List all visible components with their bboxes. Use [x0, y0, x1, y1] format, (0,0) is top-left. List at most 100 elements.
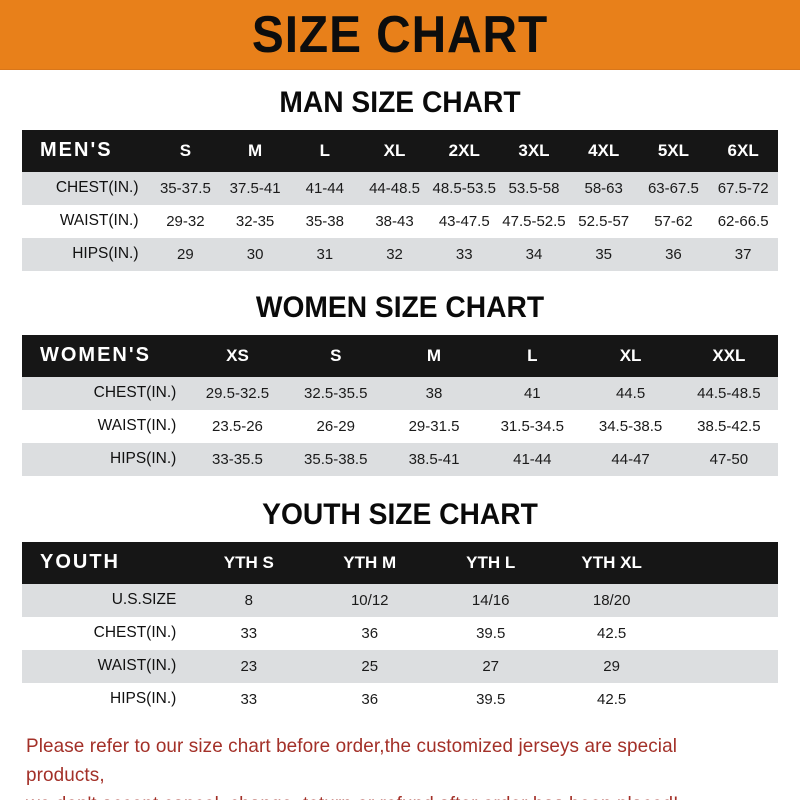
youth-size-table: YOUTH YTH S YTH M YTH L YTH XL U.S.SIZE … — [22, 542, 778, 716]
men-col-8: 6XL — [727, 140, 759, 160]
men-cell-1-1: 32-35 — [235, 212, 275, 230]
youth-cell-0-3: 18/20 — [592, 591, 631, 609]
page-banner: SIZE CHART — [0, 0, 800, 70]
men-cell-2-7: 36 — [665, 245, 682, 263]
women-cell-1-1: 26-29 — [316, 417, 355, 435]
men-row-label-1: WAIST(IN.) — [59, 212, 139, 229]
women-col-2: M — [426, 345, 442, 365]
youth-cell-0-1: 10/12 — [350, 591, 389, 609]
youth-cell-0-2: 14/16 — [471, 591, 510, 609]
women-row-label-2: HIPS(IN.) — [110, 450, 177, 467]
men-cell-1-2: 35-38 — [305, 212, 344, 230]
women-cell-1-0: 23.5-26 — [212, 417, 263, 435]
men-col-7: 5XL — [657, 140, 689, 160]
youth-cell-3-3: 42.5 — [597, 690, 627, 708]
men-row-label-0: CHEST(IN.) — [55, 179, 139, 196]
youth-cell-2-1: 25 — [361, 657, 379, 675]
men-cell-1-3: 38-43 — [375, 212, 414, 230]
women-cell-0-2: 38 — [425, 384, 443, 402]
men-cell-0-7: 63-67.5 — [647, 179, 699, 197]
men-cell-1-8: 62-66.5 — [717, 212, 769, 230]
table-row: HIPS(IN.) 29 30 31 32 33 34 35 36 37 — [22, 238, 778, 271]
men-cell-2-4: 33 — [455, 245, 473, 263]
youth-col-1: YTH M — [343, 552, 397, 572]
men-col-2: L — [319, 140, 330, 160]
women-cell-1-3: 31.5-34.5 — [500, 417, 564, 435]
women-cell-1-2: 29-31.5 — [408, 417, 460, 435]
men-cell-1-5: 47.5-52.5 — [502, 212, 566, 230]
youth-cell-0-spacer — [672, 584, 778, 617]
youth-cell-2-0: 23 — [240, 657, 258, 675]
section-youth: YOUTH SIZE CHART YOUTH YTH S YTH M YTH L… — [0, 500, 800, 716]
men-cell-0-4: 48.5-53.5 — [432, 179, 496, 197]
men-cell-1-6: 52.5-57 — [578, 212, 630, 230]
men-cell-0-5: 53.5-58 — [508, 179, 560, 197]
section-title-women: WOMEN SIZE CHART — [255, 291, 545, 324]
men-col-3: XL — [383, 140, 406, 160]
men-col-0: S — [179, 140, 192, 160]
men-cell-0-3: 44-48.5 — [369, 179, 420, 197]
men-row-label-2: HIPS(IN.) — [72, 245, 139, 262]
section-title-youth: YOUTH SIZE CHART — [262, 498, 538, 531]
footer-notice: Please refer to our size chart before or… — [0, 732, 800, 800]
women-cell-2-0: 33-35.5 — [212, 450, 263, 468]
women-cell-1-5: 38.5-42.5 — [697, 417, 761, 435]
men-cell-0-8: 67.5-72 — [717, 179, 769, 197]
youth-cell-3-0: 33 — [240, 690, 258, 708]
youth-cell-1-1: 36 — [361, 624, 379, 642]
table-row: CHEST(IN.) 33 36 39.5 42.5 — [22, 617, 778, 650]
women-table-head: WOMEN'S XS S M L XL XXL — [22, 335, 778, 377]
men-cell-2-3: 32 — [386, 245, 403, 263]
men-size-table: MEN'S S M L XL 2XL 3XL 4XL 5XL 6XL CHEST… — [22, 130, 778, 271]
table-row: U.S.SIZE 8 10/12 14/16 18/20 — [22, 584, 778, 617]
women-col-0: XS — [226, 345, 249, 365]
men-corner-label: MEN'S — [40, 139, 113, 161]
women-header-row: WOMEN'S XS S M L XL XXL — [22, 335, 778, 377]
men-col-1: M — [248, 140, 263, 160]
youth-cell-3-1: 36 — [361, 690, 379, 708]
table-row: WAIST(IN.) 23 25 27 29 — [22, 650, 778, 683]
table-row: WAIST(IN.) 23.5-26 26-29 29-31.5 31.5-34… — [22, 410, 778, 443]
women-cell-2-4: 44-47 — [611, 450, 650, 468]
youth-row-label-1: CHEST(IN.) — [93, 624, 177, 641]
youth-cell-1-spacer — [672, 617, 778, 650]
youth-row-label-3: HIPS(IN.) — [110, 690, 177, 707]
men-cell-1-4: 43-47.5 — [438, 212, 490, 230]
youth-col-2: YTH L — [466, 552, 516, 572]
men-cell-1-0: 29-32 — [166, 212, 205, 230]
footer-line-2: we don't accept cancel, change, teturn o… — [26, 790, 752, 800]
youth-table-body: U.S.SIZE 8 10/12 14/16 18/20 CHEST(IN.) … — [22, 584, 778, 716]
youth-col-3: YTH XL — [581, 552, 642, 572]
women-row-label-1: WAIST(IN.) — [97, 417, 177, 434]
women-table-body: CHEST(IN.) 29.5-32.5 32.5-35.5 38 41 44.… — [22, 377, 778, 476]
women-cell-2-2: 38.5-41 — [408, 450, 460, 468]
youth-row-label-2: WAIST(IN.) — [97, 657, 177, 674]
women-col-1: S — [330, 345, 342, 365]
men-table-head: MEN'S S M L XL 2XL 3XL 4XL 5XL 6XL — [22, 130, 778, 172]
women-cell-1-4: 34.5-38.5 — [598, 417, 663, 435]
men-cell-2-5: 34 — [525, 245, 543, 263]
table-row: HIPS(IN.) 33 36 39.5 42.5 — [22, 683, 778, 716]
women-cell-2-1: 35.5-38.5 — [304, 450, 368, 468]
women-col-4: XL — [619, 345, 642, 365]
men-cell-2-0: 29 — [177, 245, 194, 263]
men-cell-2-6: 35 — [595, 245, 613, 263]
youth-table-head: YOUTH YTH S YTH M YTH L YTH XL — [22, 542, 778, 584]
youth-row-label-0: U.S.SIZE — [111, 591, 177, 608]
women-cell-0-3: 41 — [523, 384, 541, 402]
women-col-3: L — [527, 345, 538, 365]
men-col-6: 4XL — [588, 140, 620, 160]
section-women: WOMEN SIZE CHART WOMEN'S XS S M L XL XXL… — [0, 293, 800, 476]
women-cell-0-5: 44.5-48.5 — [697, 384, 761, 402]
table-row: CHEST(IN.) 35-37.5 37.5-41 41-44 44-48.5… — [22, 172, 778, 205]
section-men: MAN SIZE CHART MEN'S S M L XL 2XL 3XL 4X… — [0, 88, 800, 271]
section-title-men: MAN SIZE CHART — [279, 86, 521, 119]
youth-cell-2-spacer — [672, 650, 778, 683]
women-cell-0-4: 44.5 — [615, 384, 646, 402]
women-row-label-0: CHEST(IN.) — [93, 384, 177, 401]
youth-cell-1-0: 33 — [240, 624, 258, 642]
women-cell-0-0: 29.5-32.5 — [205, 384, 270, 402]
youth-header-row: YOUTH YTH S YTH M YTH L YTH XL — [22, 542, 778, 584]
page-title: SIZE CHART — [251, 5, 549, 64]
men-cell-0-0: 35-37.5 — [159, 179, 211, 197]
